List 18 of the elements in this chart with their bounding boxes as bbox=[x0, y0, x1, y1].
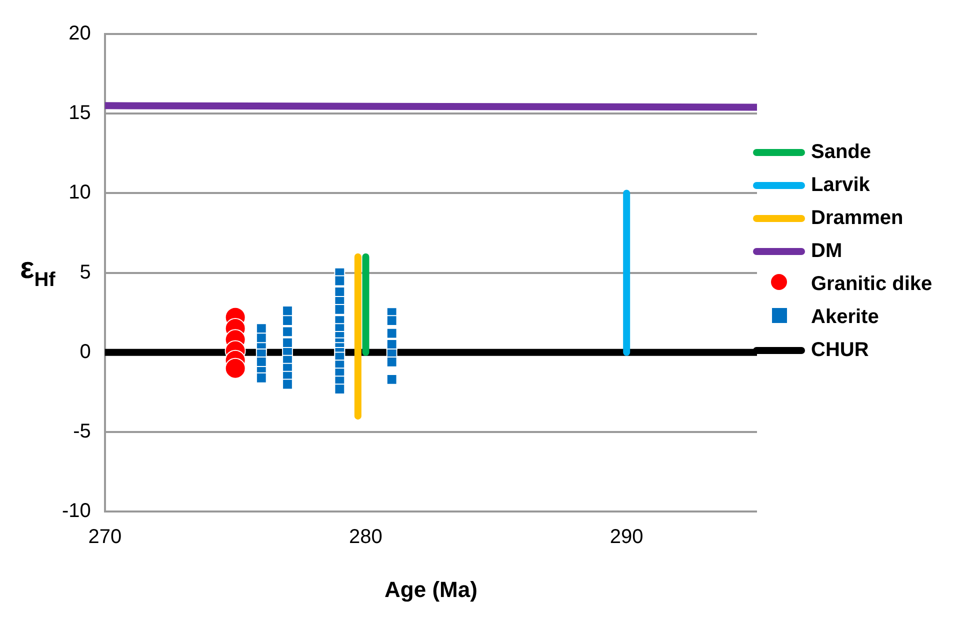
y-tick-label: -10 bbox=[62, 500, 91, 522]
legend-label: Granitic dike bbox=[811, 273, 932, 296]
y-tick-label: -5 bbox=[73, 420, 91, 443]
y-tick-label: 5 bbox=[80, 261, 91, 284]
legend-label: CHUR bbox=[811, 339, 869, 362]
y-tick-label: 20 bbox=[68, 22, 91, 45]
y-tick-label: 0 bbox=[80, 340, 91, 363]
legend-label: Akerite bbox=[811, 306, 879, 329]
legend-label: Drammen bbox=[811, 207, 904, 230]
y-tick-label: 10 bbox=[68, 182, 91, 204]
x-tick-label: 270 bbox=[88, 526, 122, 548]
legend-label: Sande bbox=[811, 141, 872, 164]
legend-label: Larvik bbox=[811, 174, 870, 197]
y-tick-label: 15 bbox=[68, 102, 91, 124]
x-tick-label: 290 bbox=[610, 526, 644, 548]
x-tick-label: 280 bbox=[349, 526, 382, 548]
legend-label: DM bbox=[811, 240, 842, 263]
x-axis-title: Age (Ma) bbox=[384, 576, 478, 602]
